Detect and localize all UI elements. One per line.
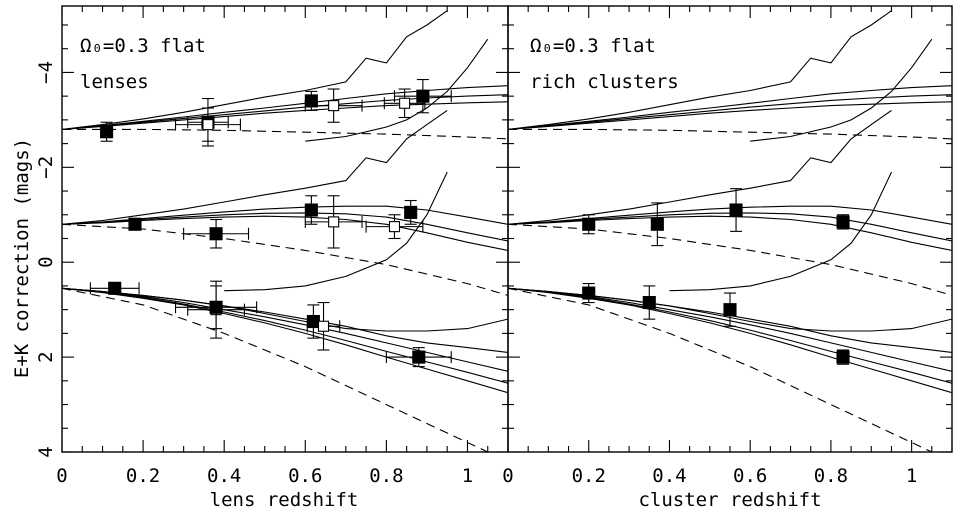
data-point-right-7 [836, 349, 850, 365]
data-point-left-8 [183, 218, 250, 249]
x-tick-label-right-2: 0.4 [652, 465, 686, 487]
data-point-right-4 [582, 283, 596, 304]
data-point-right-2 [729, 188, 743, 232]
x-axis-label-left: lens redshift [210, 489, 359, 511]
model-track-left-0-4 [305, 38, 489, 142]
model-track-right-0-1 [508, 94, 952, 130]
data-point-right-1 [650, 202, 664, 247]
x-tick-label-left-4: 0.8 [369, 465, 403, 487]
no-evolution-track-right-2 [508, 287, 934, 452]
y-tick-label-0: −4 [35, 61, 57, 84]
model-track-left-0-2 [62, 85, 508, 130]
y-tick-label-2: 0 [35, 256, 57, 267]
x-tick-label-right-0: 0 [502, 465, 513, 487]
left-panel: 0 0.2 0.4 0.6 0.8 1 −4 −2 0 2 4 [35, 5, 509, 487]
model-track-right-1-3 [508, 109, 892, 225]
x-tick-label-right-1: 0.2 [572, 465, 606, 487]
data-point-left-0 [100, 121, 114, 142]
annotation-left-line2: lenses [80, 71, 149, 93]
model-track-left-0-1 [62, 94, 508, 130]
x-tick-label-left-3: 0.6 [288, 465, 322, 487]
data-point-left-13 [89, 281, 140, 295]
model-track-left-2-4 [62, 287, 508, 332]
data-point-right-5 [642, 285, 656, 320]
annotation-right-line2: rich clusters [530, 71, 679, 93]
no-evolution-track-left-1 [62, 223, 508, 296]
annotation-left-line1: Ω₀=0.3 flat [80, 35, 206, 57]
model-track-left-1-3 [62, 109, 448, 225]
y-axis-label: E+K correction (mags) [11, 138, 33, 378]
model-track-right-0-0 [508, 101, 952, 130]
no-evolution-track-right-1 [508, 223, 952, 296]
right-panel: 0 0.2 0.4 0.6 0.8 1 [502, 5, 953, 487]
no-evolution-track-left-0 [62, 128, 508, 140]
model-track-left-1-4 [224, 171, 448, 292]
model-track-right-0-4 [750, 38, 933, 142]
y-tick-label-4: 4 [35, 446, 57, 457]
y-tick-label-1: −2 [35, 156, 57, 179]
data-point-left-17 [306, 301, 341, 351]
annotation-right-line1: Ω₀=0.3 flat [530, 35, 656, 57]
data-point-left-11 [365, 214, 424, 240]
x-tick-label-left-0: 0 [56, 465, 67, 487]
data-point-right-0 [582, 214, 596, 235]
x-tick-label-right-4: 0.8 [814, 465, 848, 487]
data-point-left-9 [304, 195, 318, 225]
model-track-left-0-0 [62, 101, 508, 130]
model-track-right-1-0 [508, 215, 952, 251]
x-tick-label-left-5: 1 [462, 465, 473, 487]
data-point-left-7 [128, 217, 142, 231]
model-track-left-2-0 [62, 287, 508, 372]
data-point-left-4 [304, 88, 363, 123]
model-track-right-1-4 [669, 171, 892, 292]
data-point-left-3 [304, 90, 318, 111]
data-point-left-18 [385, 347, 452, 368]
x-tick-label-right-3: 0.6 [733, 465, 767, 487]
no-evolution-track-right-0 [508, 128, 952, 140]
model-track-left-2-1 [62, 287, 508, 384]
model-track-left-0-3 [62, 10, 448, 130]
model-track-left-2-2 [62, 287, 508, 394]
x-tick-label-left-2: 0.4 [207, 465, 241, 487]
data-point-right-6 [723, 292, 737, 327]
data-point-right-3 [836, 214, 850, 230]
data-point-left-2 [174, 107, 241, 142]
data-point-left-15 [174, 285, 258, 330]
x-axis-label-right: cluster redshift [638, 489, 821, 511]
no-evolution-track-left-2 [62, 287, 490, 452]
model-track-right-0-3 [508, 10, 892, 130]
model-track-right-2-2 [508, 287, 952, 394]
data-point-left-10 [304, 195, 363, 249]
data-point-left-12 [404, 199, 418, 225]
x-tick-label-left-1: 0.2 [126, 465, 160, 487]
y-tick-label-3: 2 [35, 351, 57, 362]
x-tick-label-right-5: 1 [906, 465, 917, 487]
model-track-right-0-2 [508, 85, 952, 130]
data-point-left-6 [393, 78, 452, 114]
